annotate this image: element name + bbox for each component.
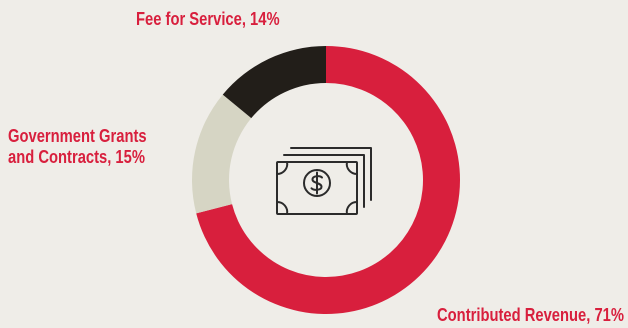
slice-label-government-line2: and Contracts, 15% [8, 147, 145, 167]
dollar-bills-icon [276, 147, 372, 215]
donut-slices [191, 46, 461, 314]
slice-label-contributed-revenue: Contributed Revenue, 71% [437, 305, 624, 325]
slice-label-government-grants: Government Grants and Contracts, 15% [8, 126, 147, 168]
slice-label-government-line1: Government Grants [8, 126, 147, 146]
slice-label-fee-for-service: Fee for Service, 14% [136, 9, 280, 29]
slice-fee-for-service [222, 46, 326, 119]
slice-government-grants [191, 94, 252, 214]
